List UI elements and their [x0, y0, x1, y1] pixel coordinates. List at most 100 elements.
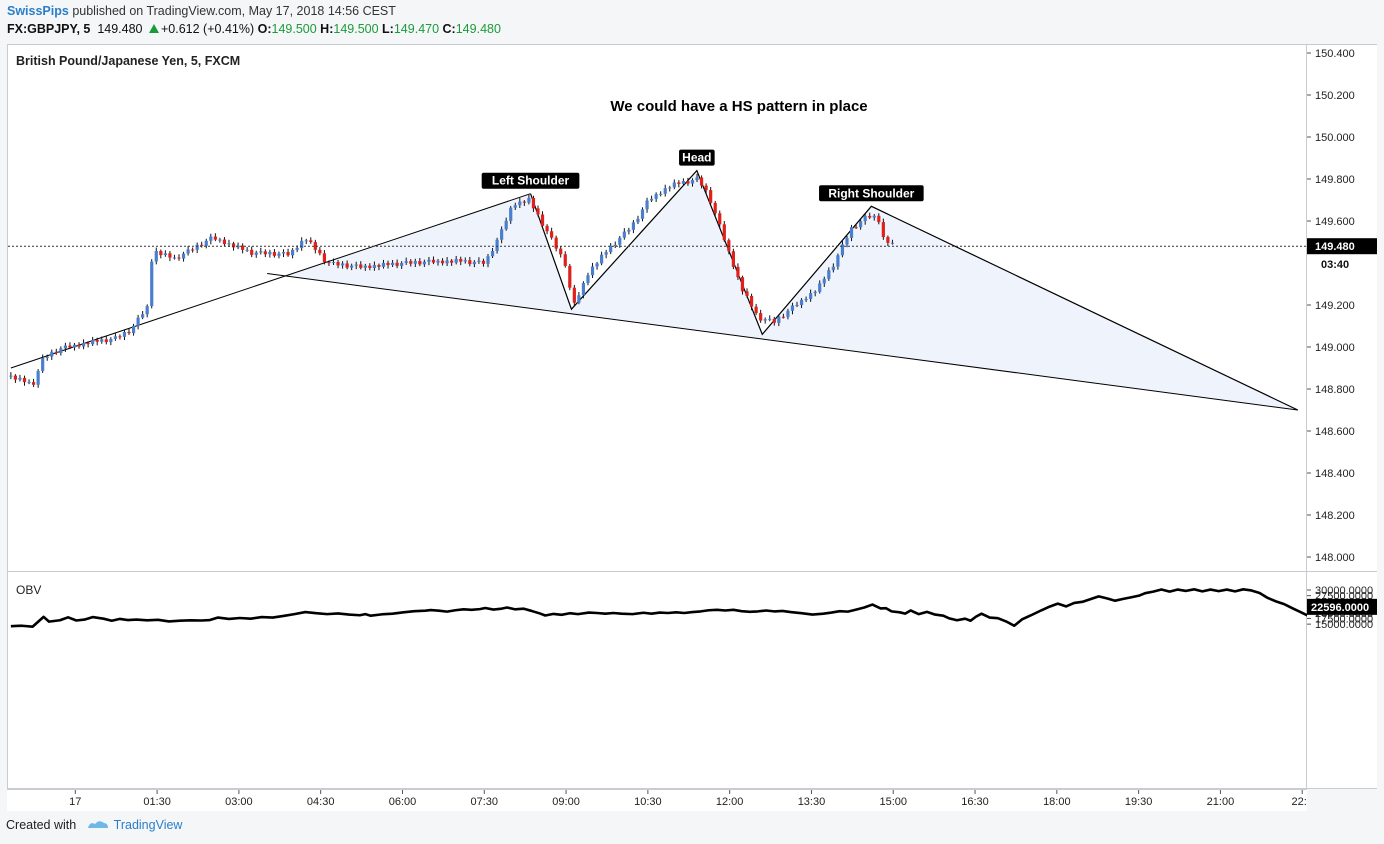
last-price-badge-label: 149.480 — [1315, 241, 1355, 253]
candle-body — [427, 259, 431, 262]
obv-panel[interactable]: OBV — [7, 571, 1384, 790]
time-tick-label: 18:00 — [1043, 796, 1071, 808]
candle-body — [709, 190, 713, 203]
candle-body — [577, 295, 581, 303]
candle-body — [731, 251, 735, 267]
candle-body — [81, 342, 86, 347]
candle-body — [818, 283, 822, 292]
candle-body — [431, 259, 436, 263]
candle-body — [18, 377, 22, 380]
candle-body — [759, 313, 763, 321]
candle-body — [754, 306, 758, 314]
annotation-text: We could have a HS pattern in place — [610, 98, 867, 115]
candle-body — [395, 262, 399, 266]
candle-body — [345, 263, 349, 268]
candle-body — [204, 240, 208, 246]
candle-body — [322, 253, 327, 263]
candle-body — [450, 260, 454, 263]
candle-body — [795, 305, 799, 307]
candle-body — [313, 242, 317, 250]
candle-body — [518, 201, 522, 206]
candle-body — [91, 339, 95, 345]
candle-body — [554, 237, 558, 249]
time-tick-label: 17 — [69, 796, 81, 808]
close-value: 149.480 — [455, 22, 501, 36]
candle-body — [95, 339, 99, 342]
candle-body — [745, 291, 749, 296]
candle-body — [686, 181, 690, 184]
candle-body — [736, 266, 740, 278]
candle-body — [881, 222, 885, 238]
candle-body — [304, 240, 308, 242]
candle-body — [504, 220, 508, 230]
candle-body — [640, 209, 645, 219]
candle-body — [236, 245, 240, 248]
obv-axis[interactable]: 30000.000027500.000025000.000022500.0000… — [1307, 571, 1377, 789]
obv-line — [10, 588, 1384, 628]
candle-body — [513, 205, 517, 208]
tradingview-logo-icon — [87, 821, 108, 828]
price-tick-label: 148.800 — [1315, 384, 1355, 396]
time-tick-label: 21:00 — [1207, 796, 1235, 808]
candle-body — [531, 197, 536, 209]
time-tick-label: 15:00 — [879, 796, 907, 808]
time-tick-label: 13:30 — [798, 796, 826, 808]
candle-body — [77, 344, 81, 347]
obv-last-badge — [1307, 598, 1377, 615]
candle-body — [250, 249, 254, 255]
candle-body — [477, 260, 481, 262]
candle-body — [840, 244, 845, 256]
candle-body — [822, 278, 826, 284]
hs-outline — [529, 169, 1299, 411]
candle-body — [340, 263, 345, 266]
candle-body — [213, 236, 217, 240]
price-chart[interactable]: British Pound/Japanese Yen, 5, FXCM We c… — [8, 45, 1308, 572]
time-tick-label: 07:30 — [471, 796, 499, 808]
price-tick-label: 149.800 — [1315, 174, 1355, 186]
candle-body — [436, 260, 440, 263]
candle-body — [413, 261, 417, 264]
candle-body — [713, 202, 717, 214]
candle-body — [309, 240, 313, 243]
price-chart-panel[interactable]: British Pound/Japanese Yen, 5, FXCM We c… — [7, 44, 1308, 572]
candle-body — [572, 287, 576, 303]
candle-body — [172, 257, 177, 259]
candle-body — [150, 261, 154, 307]
candle-body — [831, 266, 835, 271]
candle-body — [41, 358, 45, 371]
price-axis[interactable]: 150.400 150.200 150.000 149.800 149.600 149.4… — [1307, 44, 1377, 571]
pattern-label-box — [819, 185, 924, 202]
price-tick-label: 148.000 — [1315, 552, 1355, 564]
tradingview-link[interactable]: TradingView — [113, 818, 183, 832]
candle-body — [590, 266, 595, 276]
neckline — [267, 273, 1298, 411]
last-price: 149.480 — [97, 22, 143, 36]
candle-body — [690, 180, 695, 184]
candle-body — [100, 339, 104, 342]
price-tick-label: 150.400 — [1315, 48, 1355, 60]
candle-body — [54, 351, 58, 353]
time-axis[interactable]: 17 01:30 03:00 04:30 06:00 07:30 09:00 10:30 12:… — [7, 789, 1313, 811]
author-name[interactable]: SwissPips — [7, 4, 69, 18]
price-tick-label: 149.600 — [1315, 216, 1355, 228]
up-arrow-icon — [149, 24, 159, 33]
candle-body — [181, 253, 186, 259]
pattern-label: Head — [682, 151, 711, 165]
candle-body — [159, 251, 163, 256]
candle-body — [200, 244, 204, 246]
publish-text: published on TradingView.com, May 17, 20… — [72, 4, 396, 18]
candle-body — [418, 261, 422, 265]
candle-body — [122, 331, 127, 337]
candle-body — [109, 338, 113, 343]
candle-body — [227, 243, 231, 245]
candle-body — [768, 318, 772, 320]
candle-body — [654, 194, 658, 199]
candle-body — [300, 240, 304, 248]
obv-chart[interactable]: OBV — [8, 572, 1384, 790]
candle-body — [704, 185, 708, 191]
candle-body — [845, 237, 849, 245]
price-tick-label: 148.600 — [1315, 426, 1355, 438]
candle-body — [886, 237, 890, 243]
time-tick-label: 04:30 — [307, 796, 335, 808]
candle-body — [540, 214, 545, 226]
